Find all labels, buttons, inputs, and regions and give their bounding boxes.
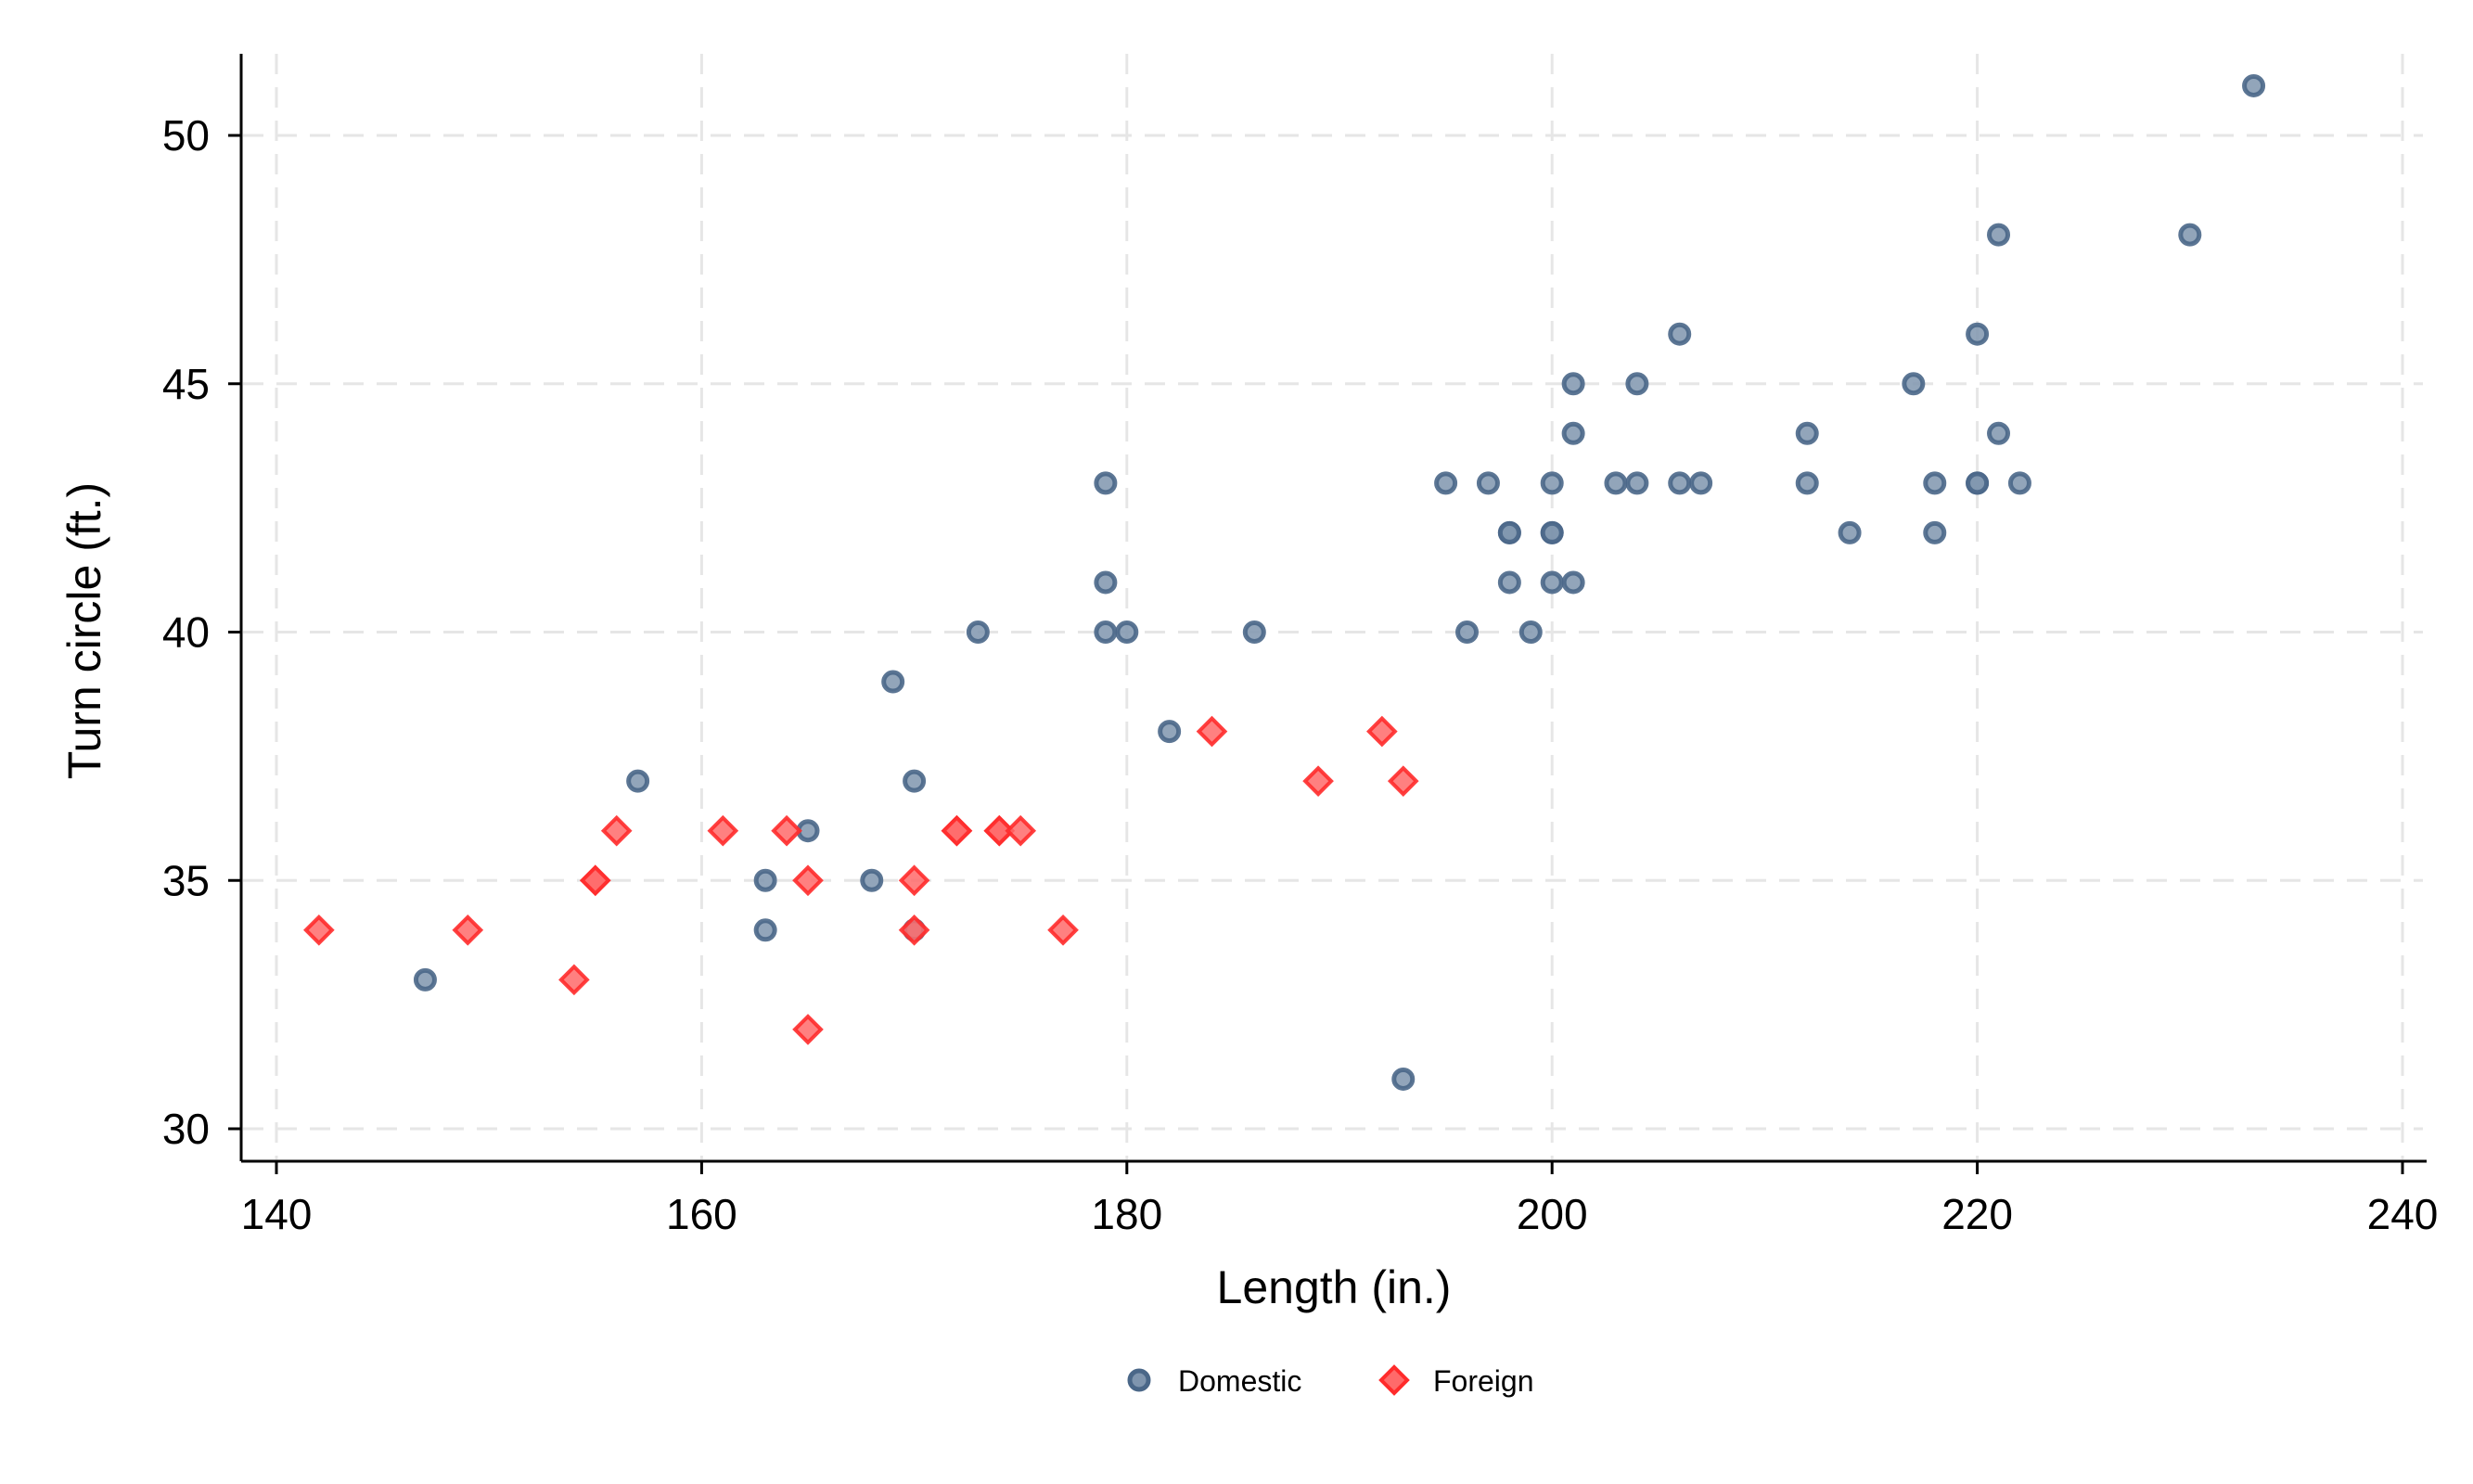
y-tick-label: 45 <box>162 360 210 408</box>
data-point-foreign <box>898 864 930 897</box>
data-point-domestic <box>1094 570 1118 595</box>
data-point-domestic <box>1987 223 2011 247</box>
data-point-foreign <box>983 814 1016 847</box>
data-point-foreign <box>558 964 590 996</box>
x-tick-label: 220 <box>1941 1190 2013 1238</box>
data-point-domestic <box>1966 322 1990 346</box>
data-point-foreign <box>600 814 633 847</box>
data-point-domestic <box>753 918 777 942</box>
data-point-domestic <box>753 868 777 892</box>
data-point-domestic <box>1158 720 1182 744</box>
x-tick-label: 180 <box>1091 1190 1162 1238</box>
data-point-domestic <box>1604 471 1628 495</box>
x-axis-ticks: 140 160 180 200 220 240 <box>241 1161 2439 1238</box>
data-point-foreign <box>707 814 739 847</box>
data-point-domestic <box>2007 471 2031 495</box>
data-point-foreign <box>303 914 335 946</box>
data-point-foreign <box>1196 715 1228 748</box>
data-points <box>303 73 2266 1091</box>
data-point-foreign <box>452 914 484 946</box>
x-axis-title: Length (in.) <box>1217 1261 1452 1313</box>
legend-marker-foreign <box>1378 1364 1410 1396</box>
legend-label-foreign: Foreign <box>1433 1364 1534 1398</box>
data-point-domestic <box>1668 322 1692 346</box>
data-point-domestic <box>1094 620 1118 644</box>
axes <box>239 54 2427 1163</box>
x-tick-label: 240 <box>2367 1190 2439 1238</box>
data-point-domestic <box>413 967 437 991</box>
y-tick-label: 40 <box>162 608 210 657</box>
data-point-domestic <box>1668 471 1692 495</box>
y-axis-title: Turn circle (ft.) <box>58 482 110 779</box>
data-point-domestic <box>626 769 650 793</box>
data-point-foreign <box>792 864 824 897</box>
data-point-domestic <box>1923 471 1947 495</box>
data-point-foreign <box>1005 814 1037 847</box>
data-point-domestic <box>1540 471 1564 495</box>
data-point-domestic <box>1561 421 1585 445</box>
data-point-domestic <box>966 620 990 644</box>
data-point-domestic <box>2242 73 2266 97</box>
data-point-domestic <box>1242 620 1266 644</box>
data-point-domestic <box>1923 520 1947 544</box>
data-point-domestic <box>881 670 905 694</box>
x-tick-label: 140 <box>241 1190 313 1238</box>
legend-item-foreign: Foreign <box>1378 1364 1534 1398</box>
data-point-domestic <box>1497 520 1521 544</box>
data-point-foreign <box>771 814 802 847</box>
data-point-domestic <box>1625 471 1649 495</box>
x-tick-label: 200 <box>1517 1190 1588 1238</box>
series-domestic <box>413 73 2266 1091</box>
legend-label-domestic: Domestic <box>1178 1364 1301 1398</box>
data-point-domestic <box>1987 421 2011 445</box>
legend: Domestic Foreign <box>1127 1364 1534 1398</box>
data-point-domestic <box>1540 520 1564 544</box>
data-point-domestic <box>1391 1067 1416 1091</box>
data-point-foreign <box>1366 715 1398 748</box>
data-point-foreign <box>792 1014 824 1045</box>
data-point-foreign <box>898 914 930 946</box>
grid-lines <box>243 54 2423 1159</box>
data-point-foreign <box>941 814 973 847</box>
data-point-domestic <box>1561 570 1585 595</box>
data-point-domestic <box>1518 620 1543 644</box>
data-point-domestic <box>1838 520 1862 544</box>
legend-item-domestic: Domestic <box>1127 1364 1301 1398</box>
y-tick-label: 30 <box>162 1105 210 1153</box>
data-point-domestic <box>1625 372 1649 396</box>
data-point-domestic <box>860 868 884 892</box>
data-point-domestic <box>1497 570 1521 595</box>
data-point-domestic <box>1966 471 1990 495</box>
data-point-domestic <box>1115 620 1139 644</box>
y-axis-ticks: 30 35 40 45 50 <box>162 111 241 1153</box>
y-tick-label: 35 <box>162 856 210 904</box>
data-point-domestic <box>1902 372 1926 396</box>
x-tick-label: 160 <box>666 1190 737 1238</box>
data-point-domestic <box>1455 620 1480 644</box>
series-foreign <box>303 715 1419 1045</box>
data-point-domestic <box>1540 570 1564 595</box>
data-point-domestic <box>1434 471 1458 495</box>
data-point-domestic <box>1561 372 1585 396</box>
data-point-domestic <box>903 769 927 793</box>
y-tick-label: 50 <box>162 111 210 160</box>
data-point-foreign <box>1387 765 1419 797</box>
data-point-domestic <box>1476 471 1500 495</box>
data-point-domestic <box>1094 471 1118 495</box>
data-point-domestic <box>1795 471 1819 495</box>
data-point-domestic <box>2178 223 2202 247</box>
data-point-domestic <box>1795 421 1819 445</box>
data-point-foreign <box>1302 765 1334 797</box>
legend-marker-domestic <box>1127 1368 1151 1392</box>
data-point-foreign <box>1047 914 1079 946</box>
data-point-foreign <box>579 864 611 897</box>
data-point-domestic <box>1689 471 1713 495</box>
